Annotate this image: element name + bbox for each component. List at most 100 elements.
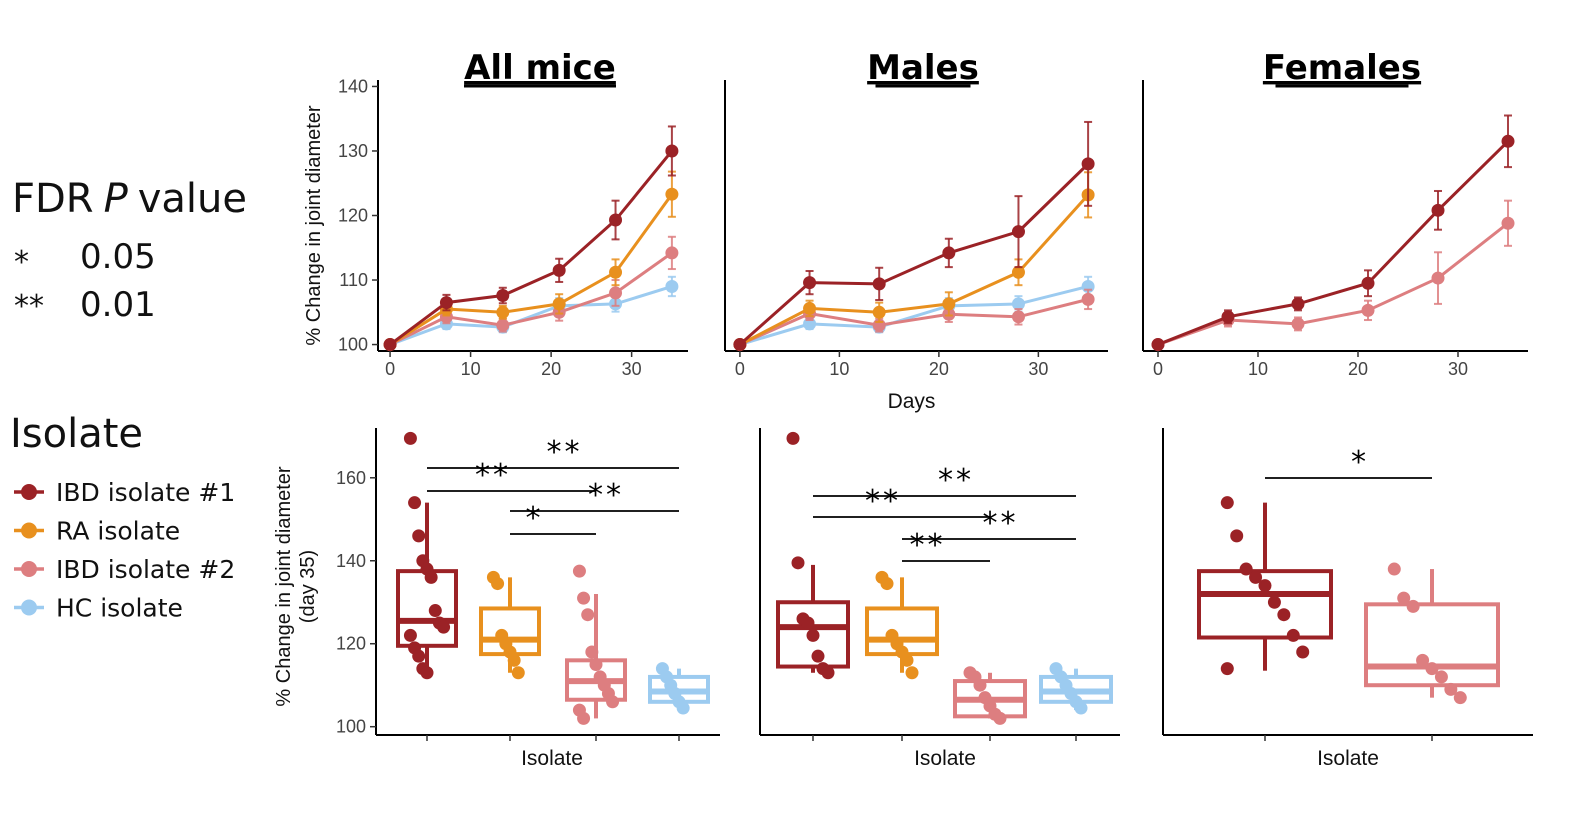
data-point [1220, 662, 1234, 676]
data-point [1221, 310, 1235, 324]
legend-label: HC isolate [56, 594, 183, 623]
y-tick-label: 120 [338, 206, 368, 226]
data-point [1239, 562, 1253, 576]
series-line-hc-isolate [739, 285, 1089, 346]
fdr-title-prefix: FDR [12, 176, 94, 222]
data-point [806, 628, 820, 642]
x-axis-label: Isolate [521, 747, 583, 770]
data-point [665, 246, 679, 260]
box-chart-all-mice: 100 120 140 160 % Change in joint diameter (d… [273, 428, 720, 770]
data-point [577, 711, 591, 725]
box-ibd-isolate-1 [776, 431, 850, 741]
box-ra-isolate [479, 570, 541, 741]
x-tick-label: 20 [929, 359, 949, 379]
chart-title: Females [1263, 48, 1421, 88]
data-point [1258, 579, 1272, 593]
line-chart-females: Females 0 10 20 30 [1142, 48, 1528, 379]
x-tick-label: 10 [1248, 359, 1268, 379]
data-point [1220, 496, 1234, 510]
data-point [1230, 529, 1244, 543]
data-point [577, 591, 591, 605]
data-point [811, 649, 825, 663]
box-hc-isolate [648, 662, 710, 741]
data-point [803, 301, 817, 315]
data-point [572, 564, 586, 578]
y-axis-label: % Change in joint diameter [303, 105, 325, 345]
series-line-ibd-isolate-2 [389, 251, 673, 346]
data-point [821, 666, 835, 680]
data-point [552, 263, 566, 277]
data-point [900, 653, 914, 667]
legend-entry-ibd-isolate-1: IBD isolate #1 [14, 478, 235, 507]
data-point [496, 318, 510, 332]
x-tick-label: 0 [735, 359, 745, 379]
data-point [1011, 310, 1025, 324]
data-point [1011, 225, 1025, 239]
isolate-legend: Isolate IBD isolate #1 RA isolate IBD isol… [10, 411, 235, 623]
x-tick-label: 30 [1028, 359, 1048, 379]
y-tick-label: 110 [339, 270, 368, 290]
data-point [437, 620, 451, 634]
data-point [408, 496, 422, 510]
data-point [496, 289, 510, 303]
series-line-ibd-isolate-1 [738, 162, 1090, 346]
data-point [424, 570, 438, 584]
box-hc-isolate [1039, 662, 1113, 741]
data-point [1361, 303, 1375, 317]
series-ibd-isolate-1 [1151, 114, 1515, 352]
significance-label: ** [908, 528, 944, 563]
data-point [1277, 608, 1291, 622]
box-ibd-isolate-2 [565, 564, 627, 741]
data-point [581, 608, 595, 622]
x-axis-label: Days [888, 390, 936, 413]
legend-entry-ibd-isolate-2: IBD isolate #2 [14, 555, 235, 584]
data-point [1431, 271, 1445, 285]
data-point [1286, 628, 1300, 642]
data-point [872, 277, 886, 291]
series-line-hc-isolate [389, 285, 673, 346]
legend-marker [21, 522, 37, 539]
x-tick-label: 10 [829, 359, 849, 379]
series-ra-isolate [733, 171, 1095, 352]
data-point [1249, 570, 1263, 584]
legend-label: IBD isolate #1 [56, 478, 235, 507]
data-point [791, 556, 805, 570]
data-point [733, 338, 747, 352]
data-point [1387, 562, 1401, 576]
y-axis-label: % Change in joint diameter (day 35) [273, 466, 319, 706]
legend-label: RA isolate [56, 517, 180, 546]
data-point [1291, 297, 1305, 311]
box-ibd-isolate-1 [396, 431, 458, 741]
data-point [412, 529, 426, 543]
data-point [1267, 595, 1281, 609]
x-tick-label: 20 [541, 359, 561, 379]
data-point [1431, 203, 1445, 217]
line-chart-all-mice: All mice 0 10 20 30 100 110 120 130 140 % Change i… [303, 48, 688, 379]
series-hc-isolate [383, 275, 679, 352]
significance-label: ** [863, 484, 899, 519]
data-point [665, 144, 679, 158]
data-point [1434, 670, 1448, 684]
legend-label: IBD isolate #2 [56, 555, 235, 584]
data-point [880, 577, 894, 591]
data-point [552, 297, 566, 311]
series-ra-isolate [383, 170, 679, 352]
data-point [609, 286, 623, 300]
data-point [511, 666, 525, 680]
data-point [1011, 297, 1025, 311]
fdr-value-1: 0.05 [80, 237, 156, 277]
series-line-ibd-isolate-2 [1157, 222, 1509, 346]
box-chart-females: Isolate * [1162, 428, 1533, 770]
series-ibd-isolate-1 [733, 120, 1095, 352]
box-ibd-isolate-2 [953, 666, 1027, 741]
series-ibd-isolate-2 [1151, 199, 1515, 352]
y-axis-label-line: (day 35) [297, 550, 319, 623]
data-point [665, 279, 679, 293]
data-point [993, 711, 1007, 725]
significance-label: ** [981, 506, 1017, 541]
series-ibd-isolate-1 [383, 125, 679, 352]
data-point [1291, 317, 1305, 331]
data-point [589, 657, 603, 671]
data-point [1296, 645, 1310, 659]
